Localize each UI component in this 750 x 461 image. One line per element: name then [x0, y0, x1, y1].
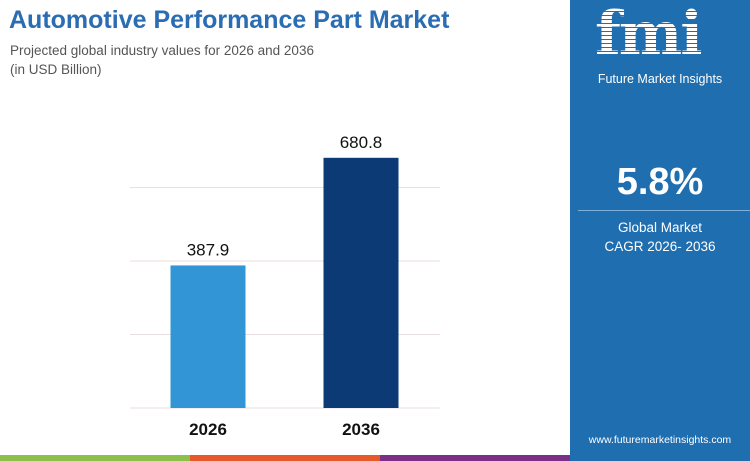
footer-stripe-orange [190, 455, 380, 461]
cagr-value: 5.8% [616, 161, 704, 203]
cagr-period: CAGR 2026- 2036 [604, 239, 716, 254]
x-tick-label: 2036 [342, 420, 380, 439]
footer-stripe-purple [380, 455, 570, 461]
chart-title: Automotive Performance Part Market [9, 6, 450, 34]
divider [578, 210, 750, 211]
company-name: Future Market Insights [597, 72, 723, 86]
bar-chart: 387.9 2026 680.8 2036 [130, 133, 440, 439]
data-label: 387.9 [187, 240, 230, 259]
data-label: 680.8 [340, 133, 383, 152]
chart-subtitle: Projected global industry values for 202… [10, 43, 314, 58]
x-tick-label: 2026 [189, 420, 227, 439]
cagr-label: Global Market [617, 220, 703, 235]
bar-2036 [323, 157, 399, 408]
footer-stripe-green [0, 455, 190, 461]
side-panel: fmi Future Market Insights 5.8% Global M… [570, 0, 750, 461]
fmi-logo: fmi [595, 4, 702, 64]
chart-unit: (in USD Billion) [10, 62, 102, 77]
website-link[interactable]: www.futuremarketinsights.com [588, 434, 732, 446]
bar-2026 [170, 265, 246, 408]
